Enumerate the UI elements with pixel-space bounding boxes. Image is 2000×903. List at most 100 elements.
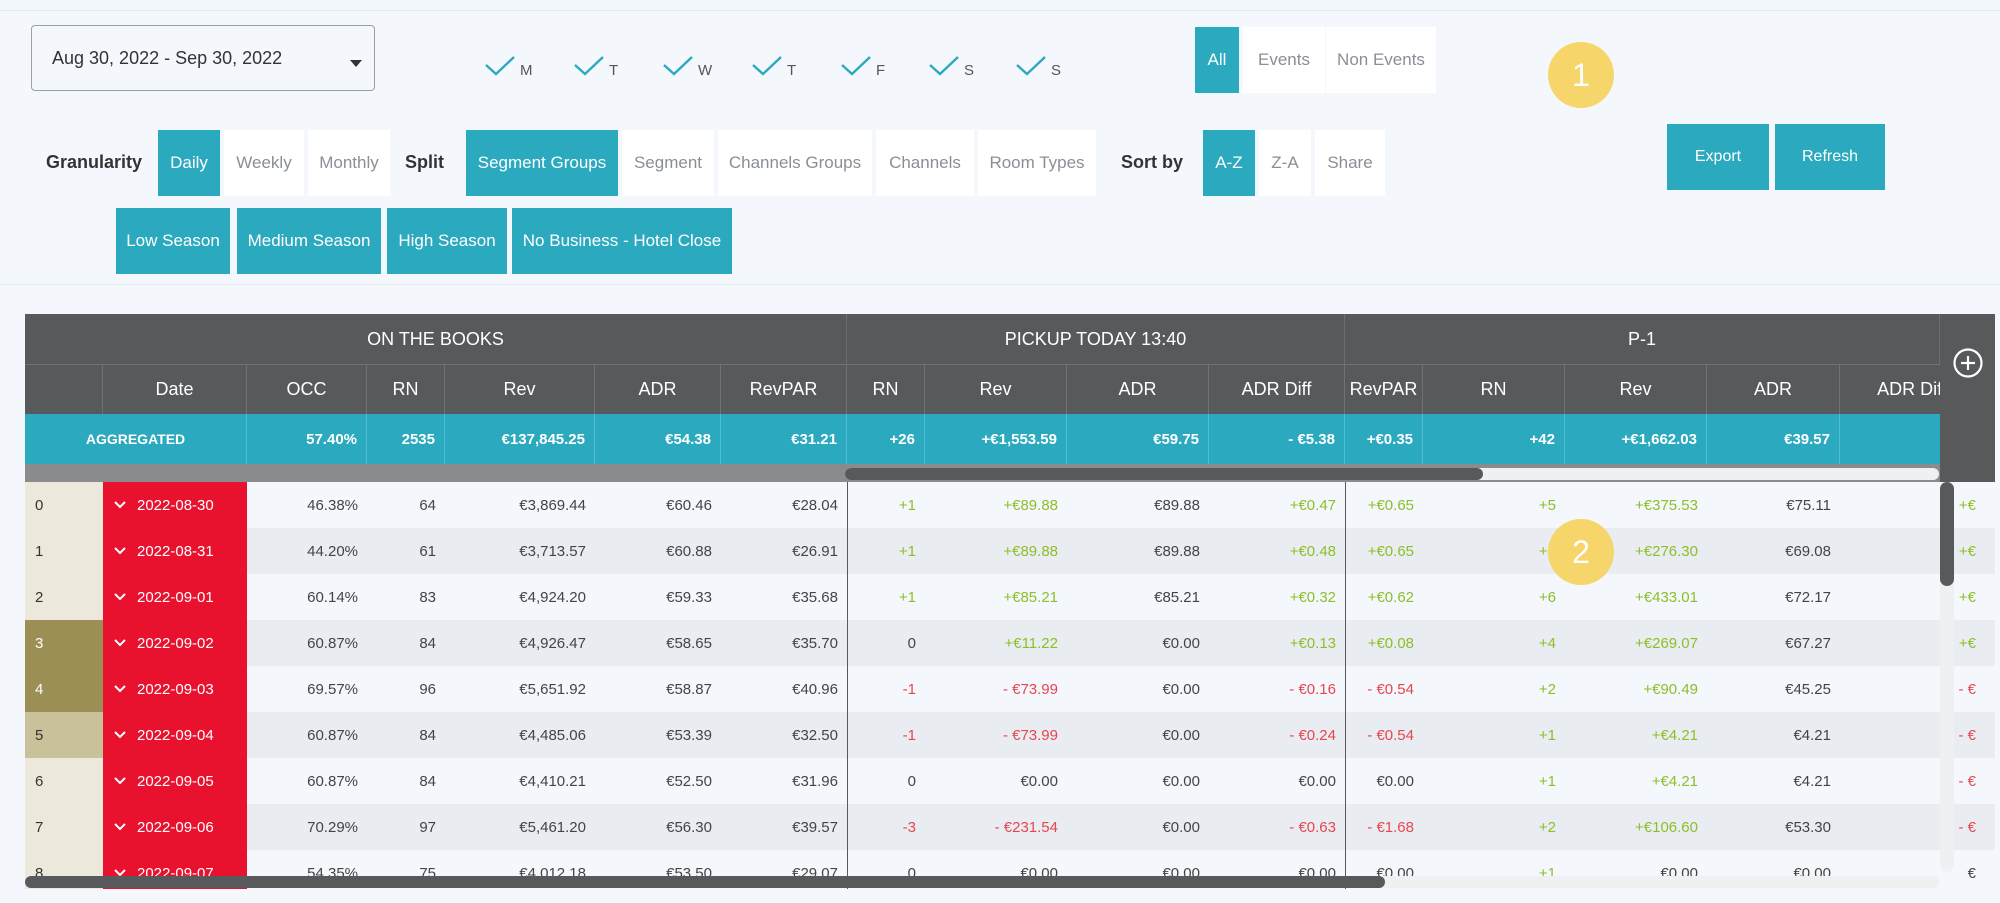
date-cell[interactable]: 2022-09-04	[103, 712, 247, 758]
date-cell[interactable]: 2022-09-02	[103, 620, 247, 666]
table-cell: €35.70	[792, 634, 838, 652]
vertical-scroll-thumb[interactable]	[1940, 482, 1954, 586]
season-high-button[interactable]: High Season	[387, 208, 507, 274]
sort-share-button[interactable]: Share	[1315, 130, 1385, 196]
date-cell[interactable]: 2022-09-05	[103, 758, 247, 804]
split-segment-button[interactable]: Segment	[622, 130, 714, 196]
table-cell: €60.46	[666, 496, 712, 514]
column-header[interactable]: ADR	[1707, 364, 1840, 414]
season-no-business-button[interactable]: No Business - Hotel Close	[512, 208, 732, 274]
filter-events-button[interactable]: Events	[1243, 27, 1325, 93]
table-cell: €4.21	[1793, 726, 1831, 744]
table-cell: €0.00	[1020, 772, 1058, 790]
date-cell[interactable]: 2022-08-31	[103, 528, 247, 574]
table-cell: €32.50	[792, 726, 838, 744]
table-cell: 97	[419, 818, 436, 836]
table-cell: €0.00	[1162, 680, 1200, 698]
table-cell: +€	[1958, 634, 1976, 652]
season-medium-button[interactable]: Medium Season	[237, 208, 381, 274]
date-value: 2022-09-02	[137, 634, 214, 652]
row-index: 2	[25, 574, 103, 620]
column-header[interactable]: Rev	[445, 364, 595, 414]
date-value: 2022-09-06	[137, 818, 214, 836]
table-cell: +1	[898, 496, 916, 514]
split-channels-groups-button[interactable]: Channels Groups	[718, 130, 872, 196]
aggregated-cell: 2535	[367, 414, 445, 464]
date-cell[interactable]: 2022-08-30	[103, 482, 247, 528]
table-cell: €4,410.21	[519, 772, 586, 790]
refresh-button[interactable]: Refresh	[1775, 124, 1885, 190]
table-cell: €67.27	[1785, 634, 1831, 652]
column-header[interactable]: RN	[367, 364, 445, 414]
granularity-daily-button[interactable]: Daily	[158, 130, 220, 196]
table-cell: 84	[419, 726, 436, 744]
table-cell: +€85.21	[1003, 588, 1058, 606]
table-cell: -3	[902, 818, 916, 836]
filter-all-button[interactable]: All	[1195, 27, 1239, 93]
table-cell: €39.57	[792, 818, 838, 836]
table-cell: €53.39	[666, 726, 712, 744]
column-header[interactable]: ADR	[595, 364, 721, 414]
column-header[interactable]: Rev	[1565, 364, 1707, 414]
table-cell: 60.14%	[307, 588, 358, 606]
column-header[interactable]: ADR Diff	[1209, 364, 1345, 414]
column-header[interactable]: Date	[103, 364, 247, 414]
chevron-down-icon[interactable]	[113, 500, 127, 510]
table-cell: €60.88	[666, 542, 712, 560]
column-header[interactable]: RevPAR	[721, 364, 847, 414]
pickup-scroll-thumb[interactable]	[845, 468, 1483, 480]
horizontal-scroll-thumb[interactable]	[25, 876, 1385, 888]
group-header: PICKUP TODAY 13:40	[847, 314, 1345, 364]
table-cell: €69.08	[1785, 542, 1831, 560]
chevron-down-icon[interactable]	[113, 776, 127, 786]
table-cell: 0	[907, 634, 916, 652]
season-low-button[interactable]: Low Season	[116, 208, 230, 274]
date-cell[interactable]: 2022-09-06	[103, 804, 247, 850]
check-icon	[574, 56, 604, 76]
chevron-down-icon[interactable]	[113, 638, 127, 648]
chevron-down-icon[interactable]	[113, 868, 127, 878]
chevron-down-icon[interactable]	[113, 730, 127, 740]
add-column-button[interactable]	[1940, 314, 1995, 482]
export-button[interactable]: Export	[1667, 124, 1769, 190]
filter-non-events-button[interactable]: Non Events	[1326, 27, 1436, 93]
sort-za-button[interactable]: Z-A	[1259, 130, 1311, 196]
column-header[interactable]: OCC	[247, 364, 367, 414]
column-header[interactable]: RN	[847, 364, 925, 414]
split-channels-button[interactable]: Channels	[876, 130, 974, 196]
table-cell: - €231.54	[994, 818, 1058, 836]
split-room-types-button[interactable]: Room Types	[978, 130, 1096, 196]
table-cell: +€0.32	[1289, 588, 1336, 606]
chevron-down-icon[interactable]	[113, 684, 127, 694]
date-value: 2022-09-05	[137, 772, 214, 790]
table-cell: +€0.48	[1289, 542, 1336, 560]
chevron-down-icon[interactable]	[113, 546, 127, 556]
date-cell[interactable]: 2022-09-03	[103, 666, 247, 712]
column-header[interactable]	[25, 364, 103, 414]
split-segment-groups-button[interactable]: Segment Groups	[466, 130, 618, 196]
column-header[interactable]: RN	[1423, 364, 1565, 414]
table-cell: 60.87%	[307, 726, 358, 744]
table-cell: - €73.99	[1002, 680, 1058, 698]
date-range-picker[interactable]: Aug 30, 2022 - Sep 30, 2022	[31, 25, 375, 91]
date-value: 2022-09-01	[137, 588, 214, 606]
table-cell: +1	[1538, 772, 1556, 790]
sort-label: Sort by	[1121, 152, 1184, 172]
date-cell[interactable]: 2022-09-01	[103, 574, 247, 620]
check-icon	[663, 56, 693, 76]
table-cell: 84	[419, 772, 436, 790]
granularity-monthly-button[interactable]: Monthly	[308, 130, 390, 196]
row-index: 6	[25, 758, 103, 804]
column-header[interactable]: RevPAR	[1345, 364, 1423, 414]
table-cell: +5	[1538, 496, 1556, 514]
chevron-down-icon[interactable]	[113, 822, 127, 832]
sort-az-button[interactable]: A-Z	[1203, 130, 1255, 196]
table-cell: +€	[1958, 496, 1976, 514]
column-header[interactable]: Rev	[925, 364, 1067, 414]
date-value: 2022-09-04	[137, 726, 214, 744]
granularity-weekly-button[interactable]: Weekly	[224, 130, 304, 196]
chevron-down-icon[interactable]	[113, 592, 127, 602]
table-cell: €0.00	[1298, 772, 1336, 790]
row-index: 7	[25, 804, 103, 850]
column-header[interactable]: ADR	[1067, 364, 1209, 414]
